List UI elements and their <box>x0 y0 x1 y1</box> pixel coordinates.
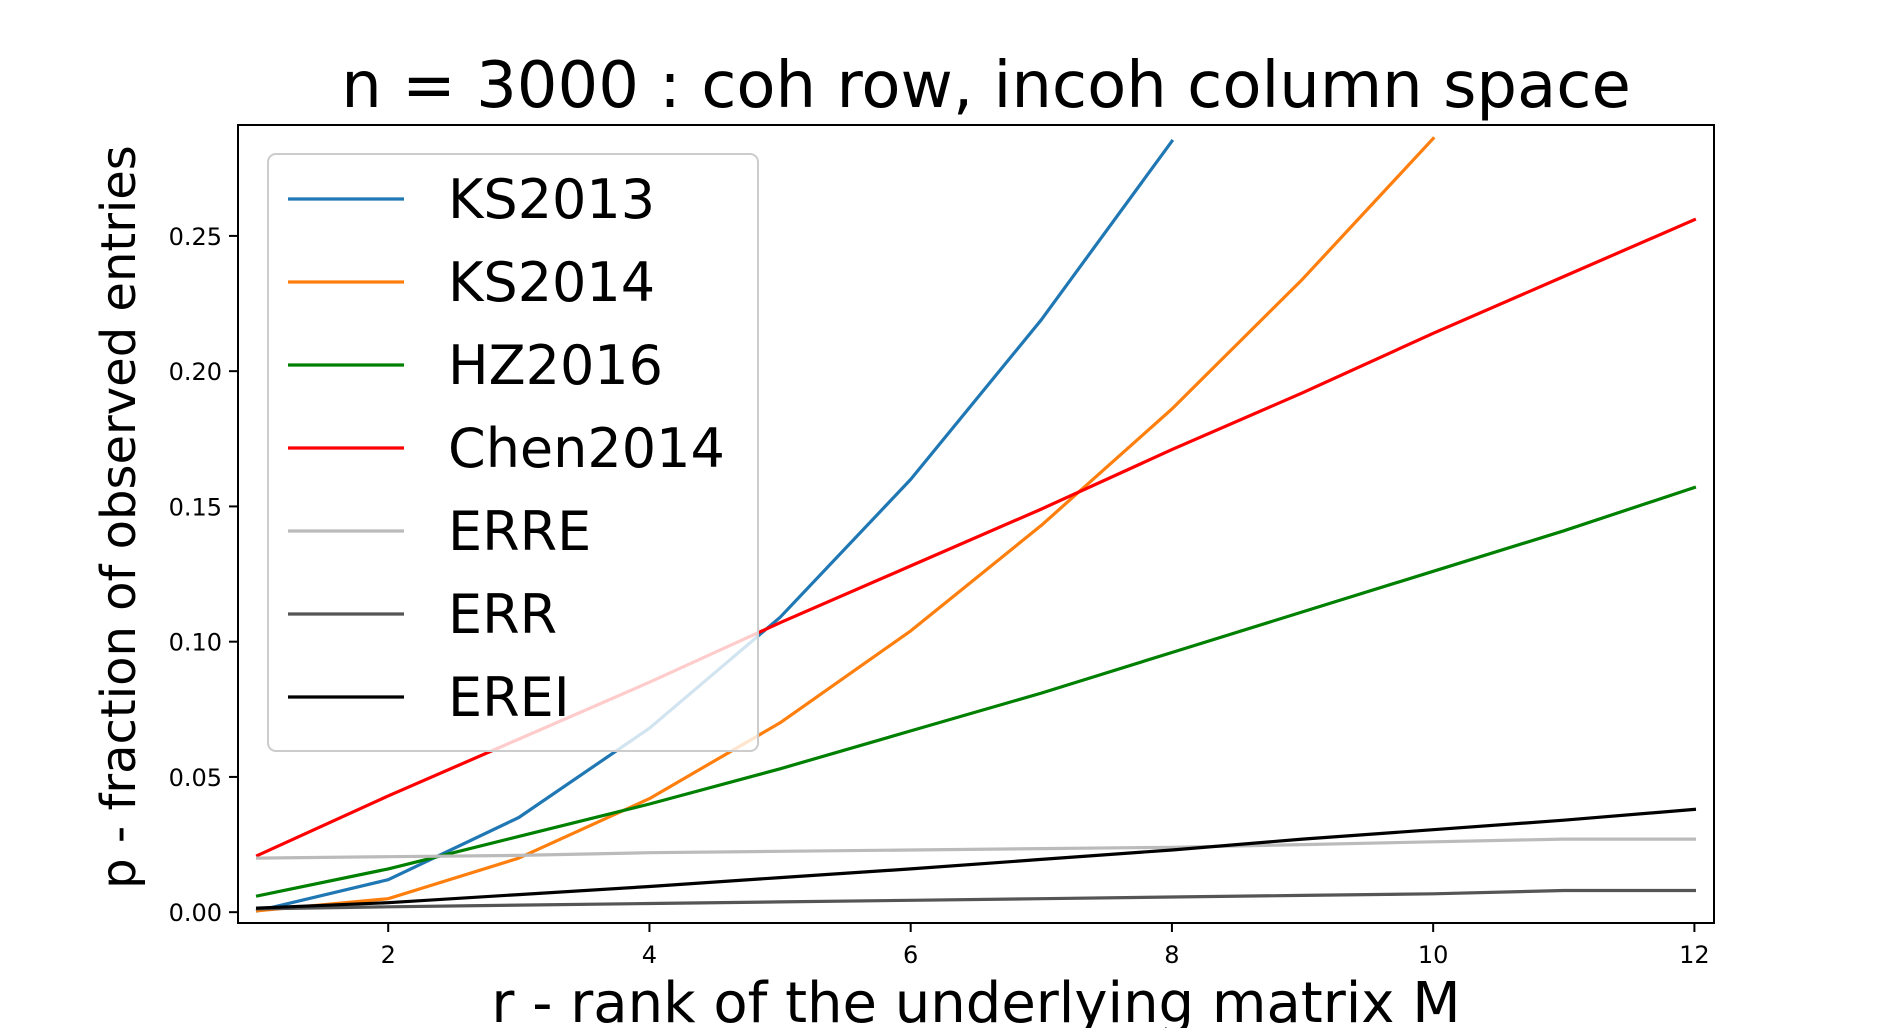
legend-label-hz2016: HZ2016 <box>448 334 663 397</box>
x-tick-label: 2 <box>381 941 396 969</box>
series-line-err <box>255 888 1697 911</box>
legend-label-erre: ERRE <box>448 500 591 563</box>
series-line-hz2016 <box>255 485 1697 898</box>
x-axis-label: r - rank of the underlying matrix M <box>491 971 1460 1028</box>
x-tick-label: 12 <box>1679 941 1710 969</box>
series-line-erre <box>255 837 1697 860</box>
plot-frame <box>237 124 1715 924</box>
y-tick-label: 0.00 <box>169 899 222 927</box>
y-tick-label: 0.10 <box>169 629 222 657</box>
x-tick-label: 4 <box>642 941 657 969</box>
y-axis-label: p - fraction of observed entries <box>91 145 147 889</box>
legend-label-ks2013: KS2013 <box>448 168 655 231</box>
y-tick-label: 0.25 <box>169 223 222 251</box>
legend-label-err: ERR <box>448 583 557 646</box>
legend: KS2013 KS2014 HZ2016 Chen2014 ERRE ERR EREI <box>267 153 759 752</box>
legend-label-chen2014: Chen2014 <box>448 417 725 480</box>
y-tick-label: 0.05 <box>169 764 222 792</box>
x-tick-label: 8 <box>1164 941 1179 969</box>
series-line-erei <box>255 807 1697 910</box>
x-axis-ticks: 2 4 6 8 10 12 <box>381 923 1710 969</box>
legend-label-erei: EREI <box>448 666 570 729</box>
chart-title: n = 3000 : coh row, incoh column space <box>341 49 1631 123</box>
y-tick-label: 0.15 <box>169 493 222 521</box>
series-line-ks2014 <box>255 136 1436 913</box>
y-axis-ticks: 0.00 0.05 0.10 0.15 0.20 0.25 <box>169 223 238 927</box>
legend-box <box>267 153 759 752</box>
y-tick-label: 0.20 <box>169 358 222 386</box>
x-tick-label: 10 <box>1418 941 1449 969</box>
x-tick-label: 6 <box>903 941 918 969</box>
legend-label-ks2014: KS2014 <box>448 251 655 314</box>
